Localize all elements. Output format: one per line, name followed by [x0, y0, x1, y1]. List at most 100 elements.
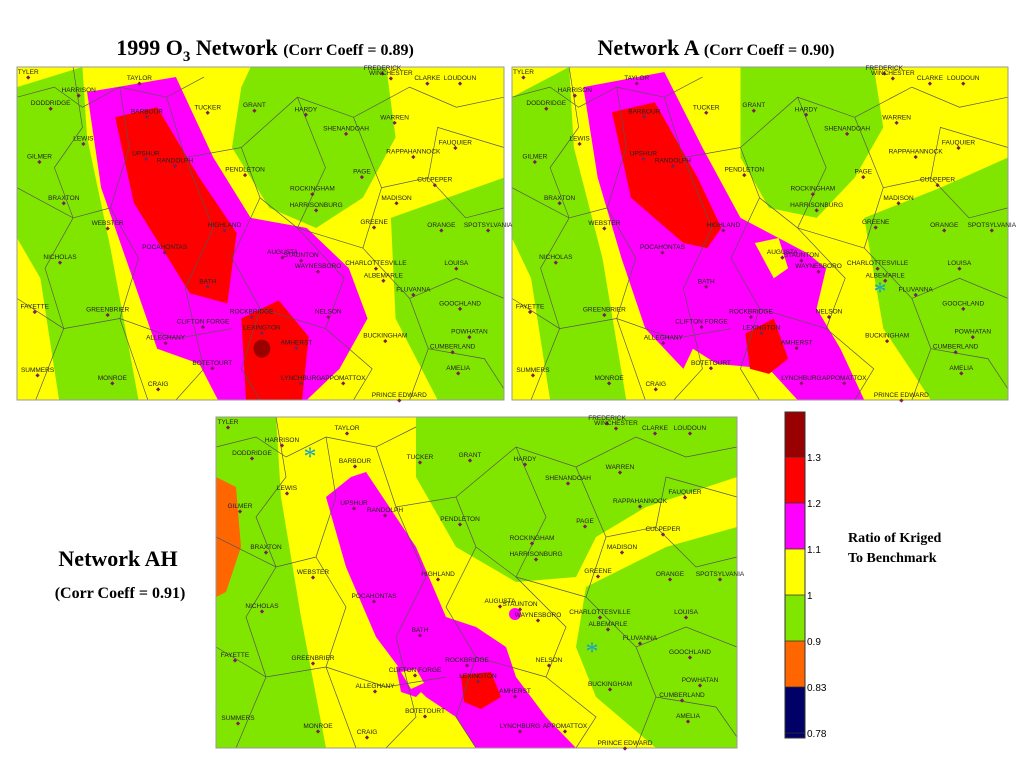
county-label: BARBOUR [131, 108, 163, 115]
county-seat [26, 75, 31, 80]
county-label: CHARLOTTESVILLE [847, 260, 909, 267]
county-label: MADISON [381, 195, 412, 202]
county-label: AMELIA [949, 365, 974, 372]
legend-bottom [785, 733, 805, 738]
county-label: FREDERICK [865, 65, 903, 72]
county-seat [249, 314, 254, 320]
county-label: FAYETTE [221, 652, 250, 659]
county-seat [467, 458, 473, 463]
county-label: GREENBRIER [86, 306, 129, 313]
county-label: CRAIG [357, 729, 378, 736]
county-label: LEWIS [73, 135, 94, 142]
county-seat [517, 607, 523, 612]
county-seat [417, 460, 423, 465]
county-label: TYLER [513, 69, 534, 76]
county-label: WAYNESBORO [515, 612, 562, 619]
county-label: HARRISON [62, 87, 97, 94]
county-seat [299, 258, 304, 263]
county-label: TYLER [218, 419, 239, 426]
county-seat [259, 330, 265, 336]
county-label: BATH [698, 278, 715, 285]
county-label: BOTETOURT [691, 360, 731, 367]
county-label: LEXINGTON [743, 325, 781, 332]
county-seat [485, 228, 491, 233]
county-label: MADISON [883, 195, 914, 202]
county-seat [467, 334, 472, 340]
county-seat [799, 258, 804, 263]
county-seat [381, 278, 386, 283]
county-seat [699, 324, 704, 330]
county-seat [595, 574, 601, 579]
county-label: BARBOUR [628, 108, 660, 115]
county-label: WINCHESTER [594, 420, 638, 427]
county-label: HARRISON [558, 87, 593, 94]
legend-tick-label: 1 [807, 591, 813, 602]
county-seat [679, 698, 685, 703]
county-seat [989, 228, 994, 233]
county-seat [394, 201, 399, 206]
county-seat [685, 719, 691, 724]
county-label: AUGUSTA [267, 249, 299, 256]
county-label: HARDY [514, 456, 537, 463]
county-label: BUCKINGHAM [588, 681, 632, 688]
legend-tick-label: 0.9 [807, 637, 821, 648]
county-label: STAUNTON [784, 252, 819, 259]
county-seat [602, 226, 607, 231]
county-label: FREDERICK [588, 415, 626, 422]
county-label: TYLER [18, 69, 39, 76]
county-label: STAUNTON [502, 601, 537, 608]
county-seat [682, 495, 688, 500]
county-seat [457, 306, 463, 312]
county-label: POWHATAN [682, 677, 719, 684]
county-label: ROCKINGHAM [290, 186, 335, 193]
county-label: APPOMATTOX [321, 375, 366, 382]
county-seat [617, 470, 623, 475]
county-label: GOOCHLAND [439, 300, 481, 307]
marker: * [304, 442, 317, 471]
county-label: AMHERST [281, 340, 313, 347]
county-label: UPSHUR [132, 151, 160, 158]
county-seat [721, 228, 726, 233]
county-label: SPOTSYLVANIA [696, 571, 745, 578]
county-label: POCAHONTAS [640, 244, 686, 251]
county-label: AMHERST [781, 340, 813, 347]
county-label: PAGE [576, 518, 594, 525]
county-seat [953, 350, 958, 355]
county-label: LEWIS [569, 135, 590, 142]
county-label: ALLEGHANY [355, 683, 395, 690]
county-label: STAUNTON [284, 252, 319, 259]
county-seat [343, 131, 349, 137]
county-label: HIGHLAND [421, 571, 455, 578]
county-label: ROCKINGHAM [790, 186, 835, 193]
county-label: FAUQUIER [668, 489, 702, 496]
county-label: TAYLOR [624, 75, 649, 82]
county-seat [613, 426, 619, 431]
county-label: PENDLETON [440, 516, 480, 523]
county-label: ALLEGHANY [644, 335, 684, 342]
county-label: LYNCHBURG [500, 723, 540, 730]
county-label: BUCKINGHAM [865, 333, 909, 340]
county-label: FLUVANNA [396, 286, 431, 293]
county-label: ORANGE [656, 571, 685, 578]
county-seat [913, 154, 918, 160]
county-label: AMELIA [676, 713, 701, 720]
map-title: Network AH [58, 546, 177, 571]
county-label: DODDRIDGE [31, 100, 71, 107]
county-seat [522, 462, 528, 467]
county-seat [263, 550, 269, 555]
county-label: SPOTSYLVANIA [464, 222, 513, 229]
county-seat [475, 679, 481, 684]
county-seat [577, 141, 582, 147]
county-label: CLIFTON FORGE [177, 319, 230, 326]
county-label: CUMBERLAND [933, 344, 979, 351]
county-label: GREENBRIER [583, 306, 626, 313]
county-label: RAPPAHANNOCK [386, 149, 441, 156]
county-label: HARDY [795, 106, 818, 113]
county-seat [235, 721, 241, 726]
county-label: FLUVANNA [899, 286, 934, 293]
county-seat [222, 228, 227, 233]
county-seat [364, 735, 370, 740]
county-seat [48, 106, 53, 111]
county-label: RANDOLPH [367, 507, 403, 514]
county-label: ALBEMARLE [866, 272, 906, 279]
